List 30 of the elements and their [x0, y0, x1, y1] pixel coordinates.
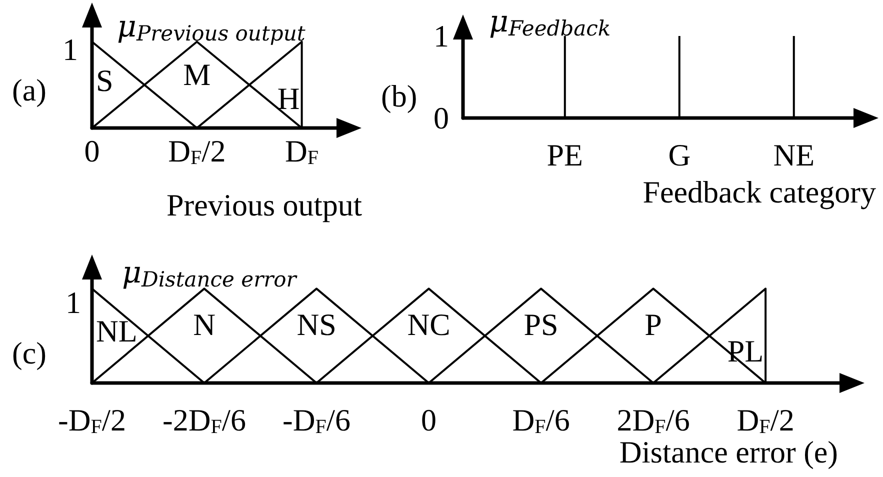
series-label: PS	[524, 307, 558, 342]
text: (c)	[12, 336, 46, 370]
series-label: M	[183, 57, 211, 92]
text: (a)	[12, 72, 46, 108]
x-axis-title: Previous output	[166, 188, 362, 222]
y-axis-title: μDistance error	[122, 256, 298, 292]
y-axis-title: μPrevious output	[117, 10, 306, 46]
x-tick-label: -DF/6	[282, 402, 350, 438]
series-label: N	[193, 307, 216, 342]
text: (b)	[381, 78, 418, 114]
x-tick-label: 0	[84, 134, 100, 168]
x-tick-label: PE	[546, 138, 583, 172]
series-label: H	[277, 81, 300, 116]
text: 1	[62, 32, 78, 68]
x-tick-label: G	[668, 138, 691, 172]
series-label: PL	[727, 333, 764, 368]
series-label: P	[644, 307, 662, 342]
x-tick-label: -2DF/6	[162, 402, 246, 438]
x-tick-label: DF/6	[512, 402, 570, 438]
x-axis-title: Feedback category	[642, 174, 876, 210]
legend-label: NL	[96, 314, 138, 349]
x-tick-label: DF/2	[168, 134, 226, 169]
x-tick-label: NE	[773, 138, 815, 172]
legend-label: S	[96, 63, 114, 98]
x-tick-label: -DF/2	[58, 402, 126, 438]
y-axis-title: μFeedback	[489, 4, 611, 40]
x-tick-label: DF	[285, 134, 319, 169]
text: 1	[66, 285, 81, 320]
series-label: NS	[296, 307, 336, 342]
series-label: NC	[407, 307, 450, 342]
